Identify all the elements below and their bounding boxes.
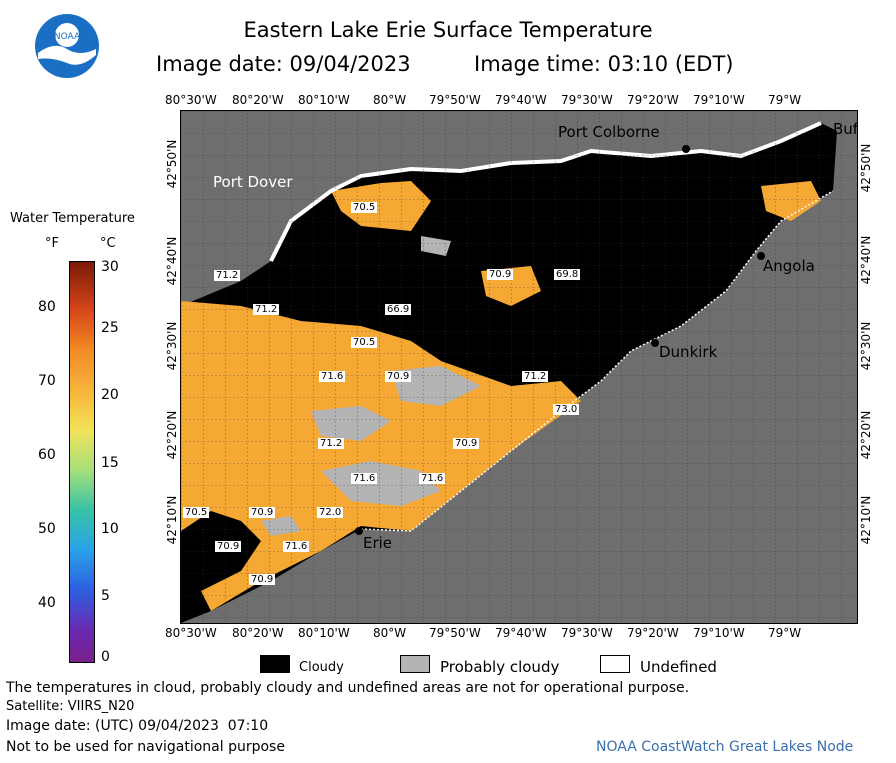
- temp-label: 69.8: [554, 269, 581, 280]
- f-tick: 50: [38, 521, 56, 537]
- image-time: Image time: 03:10 (EDT): [474, 52, 734, 76]
- f-tick: 40: [38, 595, 56, 611]
- lat-tick: 42°30'N: [859, 321, 873, 371]
- temp-label: 70.5: [351, 202, 378, 213]
- lon-tick: 79°30'W: [561, 93, 613, 107]
- legend-swatch-undefined: [600, 655, 630, 673]
- lon-tick: 80°30'W: [165, 626, 217, 640]
- f-tick: 60: [38, 447, 56, 463]
- c-tick: 5: [101, 588, 110, 604]
- lon-tick: 79°30'W: [561, 626, 613, 640]
- temp-label: 71.6: [351, 473, 378, 484]
- lat-tick: 42°20'N: [165, 410, 179, 460]
- lon-tick: 80°W: [373, 626, 407, 640]
- temp-label: 71.2: [253, 304, 280, 315]
- lat-tick: 42°50'N: [859, 143, 873, 193]
- city-label-port-colborne: Port Colborne: [558, 123, 660, 141]
- lon-tick: 79°40'W: [495, 626, 547, 640]
- lat-tick: 42°20'N: [859, 410, 873, 460]
- lon-tick: 79°W: [768, 93, 802, 107]
- c-tick: 30: [101, 259, 119, 275]
- temp-label: 71.6: [319, 371, 346, 382]
- lon-tick: 79°W: [768, 626, 802, 640]
- disclaimer: The temperatures in cloud, probably clou…: [6, 680, 690, 696]
- temp-label: 70.9: [487, 269, 514, 280]
- legend-swatch-probably-cloudy: [400, 655, 430, 673]
- satellite-info: Satellite: VIIRS_N20: [6, 699, 135, 714]
- temp-label: 71.2: [318, 438, 345, 449]
- lon-tick: 79°10'W: [693, 93, 745, 107]
- f-tick: 70: [38, 373, 56, 389]
- city-marker: [757, 252, 765, 260]
- lon-tick: 80°10'W: [298, 93, 350, 107]
- logo-text: NOAA: [54, 32, 81, 42]
- color-scale-bar: [69, 261, 95, 663]
- lon-tick: 80°20'W: [232, 626, 284, 640]
- c-tick: 15: [101, 455, 119, 471]
- map-panel: Port Colborne Buf Port Dover Angola Dunk…: [180, 110, 858, 624]
- lon-tick: 80°10'W: [298, 626, 350, 640]
- temp-label: 70.5: [183, 507, 210, 518]
- city-marker: [355, 527, 363, 535]
- image-date: Image date: 09/04/2023: [156, 52, 411, 76]
- temp-label: 70.5: [351, 337, 378, 348]
- graticule: [181, 111, 857, 623]
- nav-warning: Not to be used for navigational purpose: [6, 739, 285, 755]
- noaa-logo: NOAA: [34, 13, 100, 79]
- scale-title: Water Temperature: [10, 211, 135, 226]
- temp-label: 73.0: [553, 404, 580, 415]
- f-tick: 80: [38, 299, 56, 315]
- temp-label: 70.9: [249, 507, 276, 518]
- temp-label: 72.0: [317, 507, 344, 518]
- legend-label-undefined: Undefined: [640, 658, 717, 676]
- legend-label-cloudy: Cloudy: [299, 660, 344, 675]
- c-tick: 20: [101, 387, 119, 403]
- c-tick: 25: [101, 320, 119, 336]
- lon-tick: 79°50'W: [429, 626, 481, 640]
- temp-label: 70.9: [215, 541, 242, 552]
- scale-unit-c: °C: [100, 236, 116, 251]
- temp-label: 70.9: [385, 371, 412, 382]
- c-tick: 10: [101, 521, 119, 537]
- temp-label: 71.2: [522, 371, 549, 382]
- lon-tick: 80°20'W: [232, 93, 284, 107]
- temp-label: 70.9: [249, 574, 276, 585]
- lon-tick: 79°40'W: [495, 93, 547, 107]
- lon-tick: 79°50'W: [429, 93, 481, 107]
- c-tick: 0: [101, 649, 110, 665]
- lon-tick: 80°30'W: [165, 93, 217, 107]
- scale-unit-f: °F: [45, 236, 59, 251]
- lon-tick: 79°20'W: [627, 93, 679, 107]
- map-canvas: [181, 111, 857, 623]
- city-label-angola: Angola: [763, 257, 815, 275]
- temp-label: 70.9: [453, 438, 480, 449]
- city-label-dunkirk: Dunkirk: [659, 343, 718, 361]
- city-label-buffalo: Buf: [833, 120, 858, 138]
- city-label-erie: Erie: [363, 534, 393, 552]
- lat-tick: 42°40'N: [165, 236, 179, 286]
- page-title: Eastern Lake Erie Surface Temperature: [243, 18, 653, 42]
- lon-tick: 79°10'W: [693, 626, 745, 640]
- lat-tick: 42°10'N: [165, 495, 179, 545]
- lat-tick: 42°40'N: [859, 235, 873, 285]
- legend-label-probably-cloudy: Probably cloudy: [440, 658, 560, 676]
- temp-label: 71.6: [283, 541, 310, 552]
- city-label-port-dover: Port Dover: [213, 173, 293, 191]
- city-marker: [682, 145, 690, 153]
- lat-tick: 42°30'N: [165, 321, 179, 371]
- temp-label: 71.2: [214, 270, 241, 281]
- lon-tick: 79°20'W: [627, 626, 679, 640]
- utc-date: Image date: (UTC) 09/04/2023 07:10: [6, 718, 269, 734]
- legend-swatch-cloudy: [260, 655, 290, 673]
- temp-label: 66.9: [385, 304, 412, 315]
- temp-label: 71.6: [419, 473, 446, 484]
- lon-tick: 80°W: [373, 93, 407, 107]
- lat-tick: 42°10'N: [859, 495, 873, 545]
- city-marker: [651, 339, 659, 347]
- credit-line: NOAA CoastWatch Great Lakes Node: [596, 739, 854, 755]
- lat-tick: 42°50'N: [165, 139, 179, 189]
